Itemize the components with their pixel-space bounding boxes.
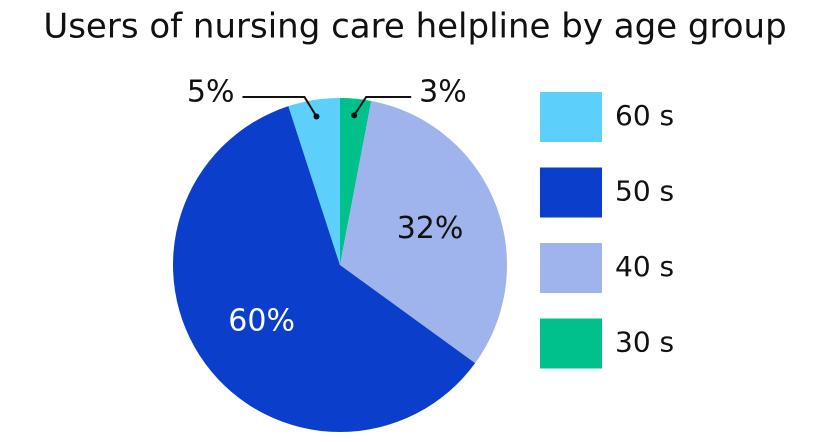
data-label: 32% [397,211,464,246]
pie-slice [173,106,476,433]
data-label: 60% [228,303,295,338]
chart-title: Users of nursing care helpline by age gr… [43,7,786,47]
pie-slice [340,98,372,265]
pie-slice [340,100,507,364]
legend-swatch [540,243,602,293]
leader-line [353,96,412,116]
legend-label: 40 s [615,250,674,283]
legend-label: 30 s [615,326,674,359]
legend-swatch [540,92,602,142]
leader-line [242,96,318,118]
legend-label: 50 s [615,175,674,208]
legend-swatch [540,167,602,218]
leader-dot [313,113,320,120]
data-label: 5% [187,75,235,110]
data-label: 3% [419,75,467,110]
legend-label: 60 s [615,99,674,132]
leader-dot [351,112,358,119]
legend-swatch [540,318,602,369]
pie-slice [288,98,340,265]
